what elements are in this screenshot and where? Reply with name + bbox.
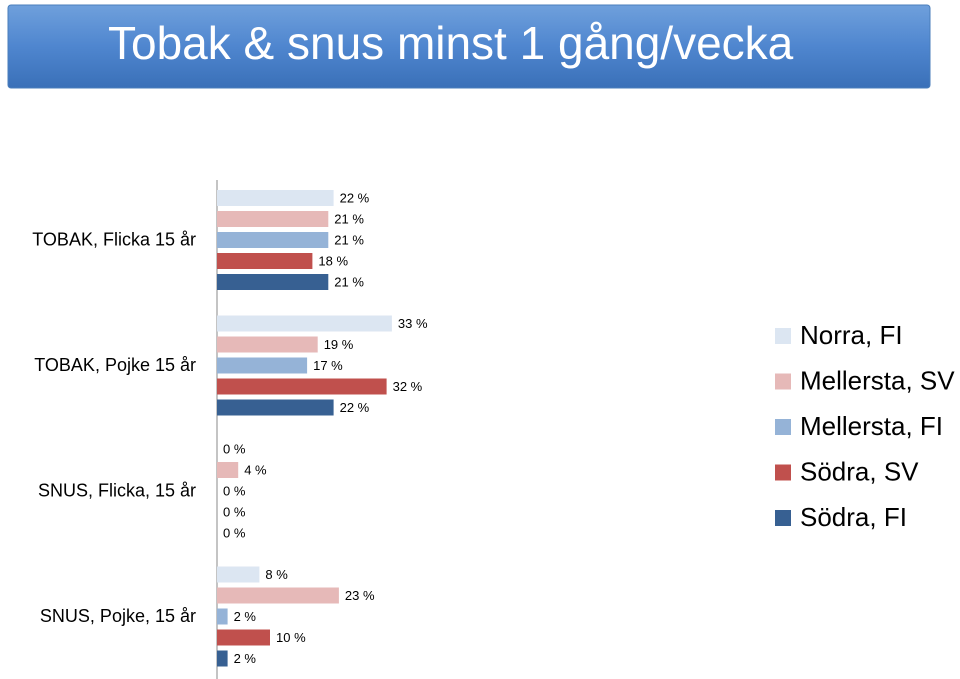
value-label: 22 % bbox=[340, 190, 370, 205]
value-label: 18 % bbox=[318, 253, 348, 268]
category-label: TOBAK, Pojke 15 år bbox=[34, 355, 196, 375]
chart-title: Tobak & snus minst 1 gång/vecka bbox=[108, 17, 794, 69]
bar bbox=[217, 190, 334, 206]
value-label: 21 % bbox=[334, 211, 364, 226]
bar bbox=[217, 211, 329, 227]
value-label: 0 % bbox=[223, 483, 246, 498]
legend-swatch bbox=[775, 419, 791, 435]
bar bbox=[217, 357, 308, 374]
bar bbox=[217, 315, 392, 332]
value-label: 32 % bbox=[393, 379, 423, 394]
legend-swatch bbox=[775, 464, 791, 481]
value-label: 2 % bbox=[234, 651, 257, 666]
bar bbox=[217, 378, 387, 395]
legend-label: Mellersta, SV bbox=[800, 365, 955, 395]
legend-label: Mellersta, FI bbox=[800, 411, 943, 441]
value-label: 8 % bbox=[265, 567, 288, 582]
bar bbox=[217, 566, 260, 583]
value-label: 0 % bbox=[223, 525, 246, 540]
category-label: SNUS, Pojke, 15 år bbox=[40, 606, 196, 626]
legend-label: Södra, SV bbox=[800, 456, 919, 486]
value-label: 10 % bbox=[276, 630, 306, 645]
value-label: 23 % bbox=[345, 588, 375, 603]
bar bbox=[217, 336, 318, 353]
legend-label: Södra, FI bbox=[800, 502, 907, 532]
bar bbox=[217, 253, 313, 269]
category-label: SNUS, Flicka, 15 år bbox=[38, 480, 196, 500]
bar bbox=[217, 608, 228, 625]
bar bbox=[217, 629, 270, 646]
legend-swatch bbox=[775, 373, 791, 390]
bar bbox=[217, 462, 239, 478]
value-label: 0 % bbox=[223, 441, 246, 456]
value-label: 19 % bbox=[324, 337, 354, 352]
value-label: 2 % bbox=[234, 609, 257, 624]
value-label: 21 % bbox=[334, 232, 364, 247]
bar bbox=[217, 650, 228, 667]
value-label: 17 % bbox=[313, 358, 343, 373]
legend-swatch bbox=[775, 328, 791, 344]
value-label: 4 % bbox=[244, 462, 267, 477]
value-label: 33 % bbox=[398, 316, 428, 331]
bar bbox=[217, 399, 334, 416]
value-label: 0 % bbox=[223, 504, 246, 519]
value-label: 21 % bbox=[334, 274, 364, 289]
bar bbox=[217, 232, 329, 248]
value-label: 22 % bbox=[340, 400, 370, 415]
legend-swatch bbox=[775, 510, 791, 526]
bar bbox=[217, 274, 329, 290]
title-banner bbox=[7, 4, 931, 89]
legend-label: Norra, FI bbox=[800, 320, 903, 350]
category-label: TOBAK, Flicka 15 år bbox=[32, 229, 196, 249]
bar bbox=[217, 587, 339, 604]
